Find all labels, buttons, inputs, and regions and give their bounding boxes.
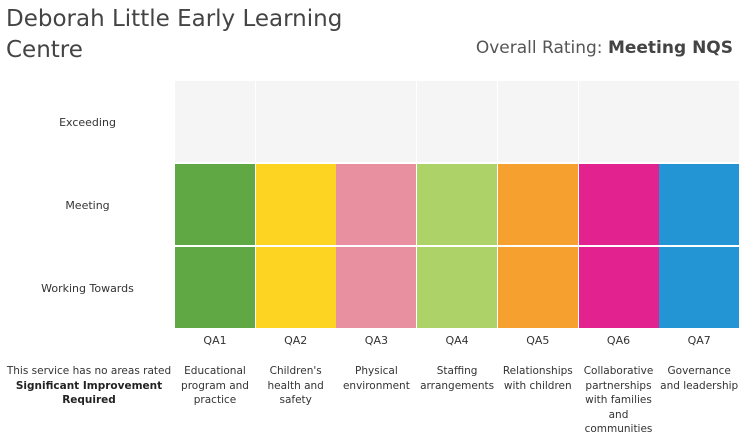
qa-label-qa3: Physical environment: [342, 365, 410, 392]
cell-qa3-working-towards: [336, 247, 417, 328]
qa-code-qa3: QA3: [364, 334, 388, 347]
qa-code-qa1: QA1: [203, 334, 227, 347]
cell-qa4-meeting: [417, 164, 498, 245]
cell-qa4-working-towards: [417, 247, 498, 328]
row-label-working-towards: Working Towards: [41, 281, 134, 295]
cell-qa1-meeting: [175, 164, 255, 245]
overall-rating: Overall Rating: Meeting NQS: [476, 38, 733, 58]
cell-qa3-meeting: [336, 164, 417, 245]
cell-qa4-exceeding: [417, 81, 498, 162]
qa-label-qa2: Children's health and safety: [267, 365, 324, 406]
cell-qa5-exceeding: [497, 81, 578, 162]
cell-qa3-exceeding: [336, 81, 417, 162]
cell-qa7-exceeding: [659, 81, 740, 162]
qa-code-qa4: QA4: [445, 334, 469, 347]
qa-code-qa7: QA7: [687, 334, 711, 347]
cell-qa2-meeting: [255, 164, 336, 245]
qa-label-qa6: Collaborative partnerships with families…: [583, 365, 654, 435]
overall-rating-label: Overall Rating:: [475, 38, 603, 58]
cell-qa1-exceeding: [175, 81, 255, 162]
row-label-meeting: Meeting: [65, 198, 110, 212]
cell-qa2-working-towards: [255, 247, 336, 328]
cell-qa6-meeting: [578, 164, 659, 245]
cell-qa7-working-towards: [659, 247, 740, 328]
cell-qa6-working-towards: [578, 247, 659, 328]
cell-qa5-meeting: [497, 164, 578, 245]
qa-label-qa7: Governance and leadership: [660, 365, 739, 392]
significant-improvement-note: This service has no areas rated Signific…: [4, 364, 174, 408]
note-line-3: Required: [62, 394, 116, 406]
qa-code-qa6: QA6: [606, 334, 631, 347]
cell-qa5-working-towards: [497, 247, 578, 328]
qa-code-qa2: QA2: [284, 334, 308, 347]
qa-label-qa5: Relationships with children: [502, 365, 573, 392]
overall-rating-value: Meeting NQS: [607, 38, 733, 58]
cell-qa7-meeting: [659, 164, 740, 245]
qa-label-qa1: Educational program and practice: [181, 365, 249, 406]
cell-qa6-exceeding: [578, 81, 659, 162]
qa-code-qa5: QA5: [526, 334, 550, 347]
note-line-2: Significant Improvement: [15, 379, 163, 392]
qa-label-qa4: Staffing arrangements: [420, 365, 495, 392]
service-title: Deborah Little Early Learning Centre: [6, 6, 343, 63]
row-label-exceeding: Exceeding: [59, 115, 116, 129]
note-line-1: This service has no areas rated: [6, 365, 172, 377]
cell-qa1-working-towards: [175, 247, 255, 328]
cell-qa2-exceeding: [255, 81, 336, 162]
